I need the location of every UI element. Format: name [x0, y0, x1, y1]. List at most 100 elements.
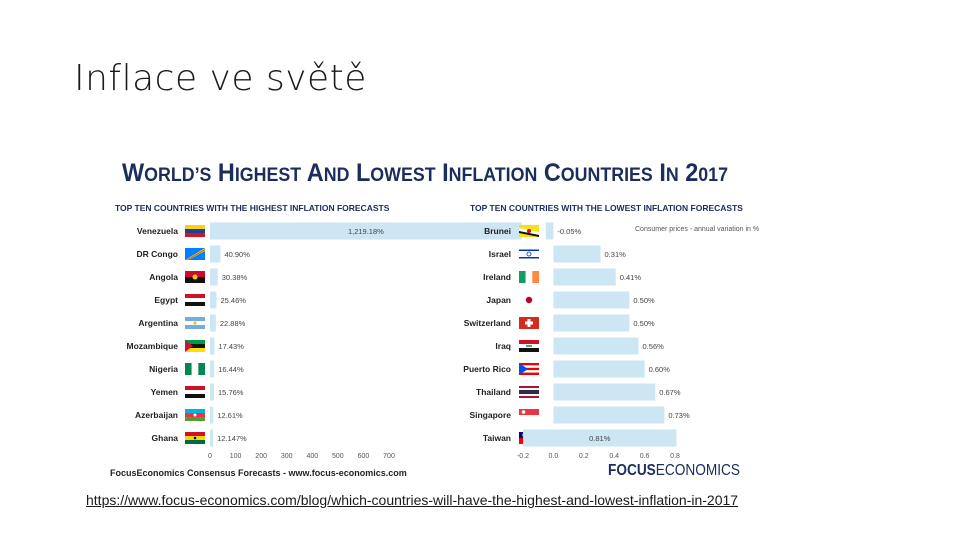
bar-venezuela [210, 222, 522, 240]
tick-label-left-6: 600 [358, 453, 370, 460]
category-label-nigeria: Nigeria [149, 364, 178, 374]
data-label-puerto-rico: 0.60% [649, 365, 671, 374]
bar-nigeria [210, 360, 215, 378]
flag-singapore-icon [519, 409, 539, 421]
category-label-dr-congo: DR Congo [136, 249, 178, 259]
category-label-taiwan: Taiwan [483, 433, 511, 443]
tick-label-left-0: 0 [208, 453, 212, 460]
bar-thailand [553, 383, 656, 401]
bar-angola [210, 268, 218, 286]
data-label-ireland: 0.41% [620, 273, 642, 282]
data-label-yemen: 15.76% [218, 388, 244, 397]
flag-yemen-icon [185, 386, 205, 398]
tick-label-right-0: -0.2 [517, 453, 529, 460]
category-label-ghana: Ghana [152, 433, 179, 443]
bar-brunei [545, 222, 554, 240]
data-label-ghana: 12.147% [217, 434, 247, 443]
category-label-switzerland: Switzerland [464, 318, 511, 328]
tick-label-left-4: 400 [306, 453, 318, 460]
data-label-nigeria: 16.44% [218, 365, 244, 374]
data-label-taiwan: 0.81% [589, 434, 611, 443]
category-label-mozambique: Mozambique [127, 341, 179, 351]
bar-israel [553, 245, 601, 263]
tick-label-left-2: 200 [255, 453, 267, 460]
tick-label-right-5: 0.8 [670, 453, 680, 460]
category-label-ireland: Ireland [483, 272, 511, 282]
flag-mozambique-icon [185, 340, 205, 352]
category-label-puerto-rico: Puerto Rico [463, 364, 511, 374]
tick-label-right-2: 0.2 [579, 453, 589, 460]
right-chart-plot: Brunei -0.05% Israel 0.31% Ireland 0.41% Japan… [463, 222, 690, 460]
bar-argentina [210, 314, 216, 332]
bar-puerto-rico [553, 360, 645, 378]
data-label-thailand: 0.67% [659, 388, 681, 397]
bar-mozambique [210, 337, 215, 355]
category-label-iraq: Iraq [495, 341, 511, 351]
category-label-thailand: Thailand [476, 387, 511, 397]
flag-ghana-icon [185, 432, 205, 444]
data-label-brunei: -0.05% [557, 227, 581, 236]
inflation-chart-svg: WORLD’S HIGHEST AND LOWEST INFLATION COU… [110, 159, 759, 479]
data-label-singapore: 0.73% [668, 411, 690, 420]
category-label-japan: Japan [486, 295, 511, 305]
tick-label-right-1: 0.0 [549, 453, 559, 460]
flag-switzerland-icon [519, 317, 539, 329]
slide-title: Inflace ve světě [74, 58, 367, 99]
category-label-brunei: Brunei [484, 226, 511, 236]
right-chart-annotation: Consumer prices - annual variation in % [635, 226, 759, 233]
inflation-infographic: WORLD’S HIGHEST AND LOWEST INFLATION COU… [110, 148, 760, 483]
bar-iraq [553, 337, 639, 355]
bar-dr-congo [210, 245, 221, 263]
flag-puerto-rico-icon [519, 363, 539, 375]
category-label-venezuela: Venezuela [137, 226, 178, 236]
data-label-iraq: 0.56% [643, 342, 665, 351]
bar-switzerland [553, 314, 630, 332]
flag-argentina-icon [185, 317, 205, 329]
category-label-israel: Israel [489, 249, 511, 259]
flag-angola-icon [185, 271, 205, 283]
footer-source: FocusEconomics Consensus Forecasts - www… [110, 468, 407, 478]
flag-azerbaijan-icon [185, 409, 205, 421]
flag-thailand-icon [519, 386, 539, 398]
bar-taiwan [523, 429, 677, 447]
category-label-egypt: Egypt [154, 295, 178, 305]
flag-egypt-icon [185, 294, 205, 306]
category-label-angola: Angola [149, 272, 178, 282]
flag-nigeria-icon [185, 363, 205, 375]
bar-ireland [553, 268, 616, 286]
category-label-yemen: Yemen [151, 387, 178, 397]
source-link[interactable]: https://www.focus-economics.com/blog/whi… [86, 492, 739, 508]
tick-label-right-4: 0.6 [640, 453, 650, 460]
tick-label-left-3: 300 [281, 453, 293, 460]
category-label-singapore: Singapore [469, 410, 511, 420]
data-label-israel: 0.31% [605, 250, 627, 259]
data-label-japan: 0.50% [633, 296, 655, 305]
infographic-title: WORLD’S HIGHEST AND LOWEST INFLATION COU… [122, 159, 728, 187]
left-chart-plot: Venezuela 1,219.18% DR Congo 40.90% Angola 30… [127, 222, 522, 460]
flag-japan-icon [519, 294, 539, 306]
tick-label-right-3: 0.4 [609, 453, 619, 460]
data-label-venezuela: 1,219.18% [348, 227, 384, 236]
data-label-mozambique: 17.43% [218, 342, 244, 351]
category-label-argentina: Argentina [138, 318, 178, 328]
flag-ireland-icon [519, 271, 539, 283]
flag-israel-icon [519, 248, 539, 260]
data-label-angola: 30.38% [222, 273, 248, 282]
bar-azerbaijan [210, 406, 214, 424]
data-label-argentina: 22.88% [220, 319, 246, 328]
flag-venezuela-icon [185, 225, 205, 237]
data-label-azerbaijan: 12.61% [217, 411, 243, 420]
tick-label-left-5: 500 [332, 453, 344, 460]
left-chart-title: TOP TEN COUNTRIES WITH THE HIGHEST INFLA… [115, 203, 390, 213]
bar-ghana [210, 429, 214, 447]
data-label-dr-congo: 40.90% [224, 250, 250, 259]
data-label-switzerland: 0.50% [633, 319, 655, 328]
tick-label-left-7: 700 [383, 453, 395, 460]
right-chart-title: TOP TEN COUNTRIES WITH THE LOWEST INFLAT… [470, 203, 743, 213]
data-label-egypt: 25.46% [221, 296, 247, 305]
focuseconomics-logo: FOCUSECONOMICS [608, 462, 740, 479]
flag-brunei-icon [519, 225, 539, 237]
bar-japan [553, 291, 630, 309]
tick-label-left-1: 100 [230, 453, 242, 460]
category-label-azerbaijan: Azerbaijan [135, 410, 178, 420]
